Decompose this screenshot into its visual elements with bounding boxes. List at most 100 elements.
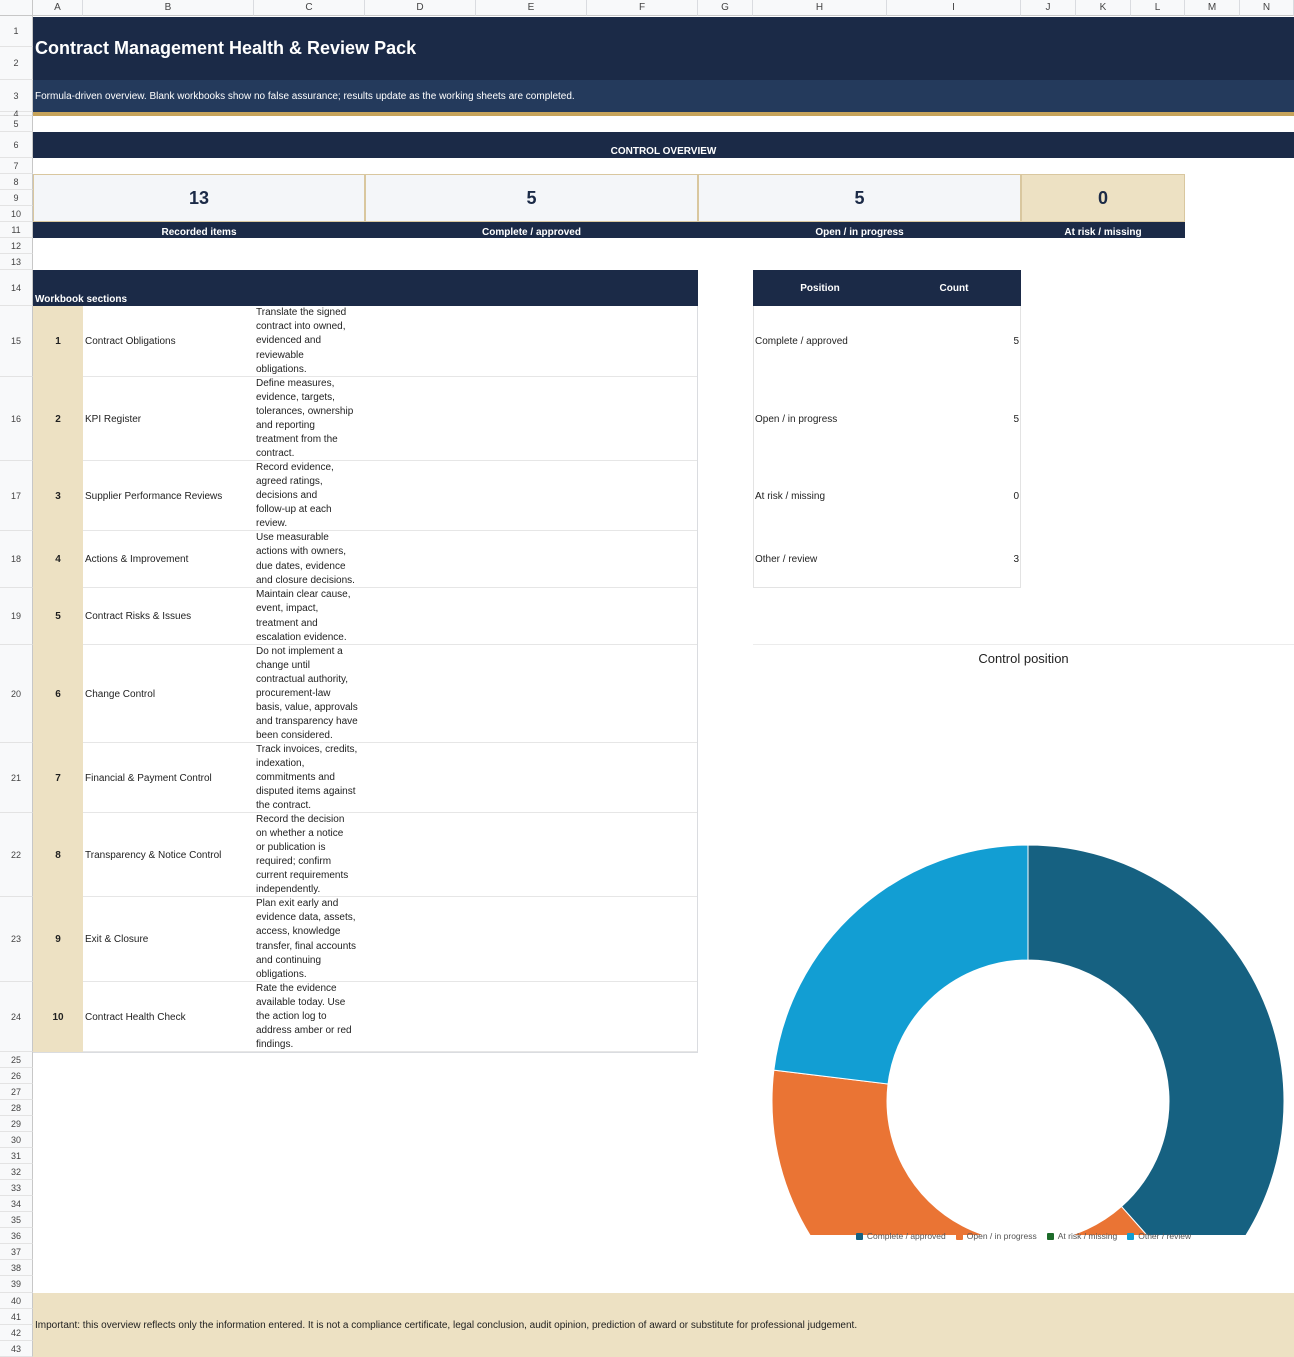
section-description: Rate the evidence available today. Use t… — [256, 982, 352, 1051]
row-header-29[interactable]: 29 — [0, 1116, 33, 1132]
section-description: Do not implement a change until contract… — [256, 645, 358, 742]
row-header-37[interactable]: 37 — [0, 1244, 33, 1260]
page-title: Contract Management Health & Review Pack — [33, 17, 1294, 80]
column-header-g[interactable]: G — [698, 0, 753, 16]
section-name[interactable]: Change Control — [85, 688, 156, 700]
row-header-18[interactable]: 18 — [0, 531, 33, 588]
page-subtitle: Formula-driven overview. Blank workbooks… — [33, 80, 1294, 112]
section-name[interactable]: Financial & Payment Control — [85, 772, 212, 784]
column-header-i[interactable]: I — [887, 0, 1021, 16]
row-header-7[interactable]: 7 — [0, 158, 33, 174]
row-header-12[interactable]: 12 — [0, 238, 33, 254]
column-header-b[interactable]: B — [83, 0, 254, 16]
kpi-open-value: 5 — [698, 174, 1021, 222]
section-description: Record the decision on whether a notice … — [256, 813, 349, 896]
section-name[interactable]: Supplier Performance Reviews — [85, 490, 223, 502]
column-header-j[interactable]: J — [1021, 0, 1076, 16]
row-header-40[interactable]: 40 — [0, 1293, 33, 1309]
row-header-1[interactable]: 1 — [0, 16, 33, 47]
row-header-30[interactable]: 30 — [0, 1132, 33, 1148]
section-number: 8 — [33, 813, 83, 897]
position-table-frame — [753, 306, 1021, 588]
row-header-5[interactable]: 5 — [0, 116, 33, 132]
row-header-14[interactable]: 14 — [0, 270, 33, 306]
row-header-2[interactable]: 2 — [0, 47, 33, 80]
row-header-9[interactable]: 9 — [0, 190, 33, 206]
row-header-36[interactable]: 36 — [0, 1228, 33, 1244]
column-header-k[interactable]: K — [1076, 0, 1131, 16]
donut-chart-svg — [771, 844, 1285, 1235]
position-count: 0 — [1013, 490, 1019, 502]
row-header-8[interactable]: 8 — [0, 174, 33, 190]
row-header-26[interactable]: 26 — [0, 1068, 33, 1084]
legend-swatch — [955, 1232, 963, 1240]
row-header-21[interactable]: 21 — [0, 743, 33, 813]
row-header-32[interactable]: 32 — [0, 1164, 33, 1180]
legend-item[interactable]: At risk / missing — [1046, 1231, 1117, 1241]
row-header-34[interactable]: 34 — [0, 1196, 33, 1212]
section-name[interactable]: Actions & Improvement — [85, 554, 189, 565]
legend-item[interactable]: Open / in progress — [955, 1231, 1037, 1241]
row-header-31[interactable]: 31 — [0, 1148, 33, 1164]
row-header-19[interactable]: 19 — [0, 588, 33, 645]
column-header-h[interactable]: H — [753, 0, 887, 16]
row-header-4[interactable]: 4 — [0, 109, 33, 119]
row-divider — [83, 742, 697, 743]
sheet-corner[interactable] — [0, 0, 33, 16]
column-header-c[interactable]: C — [254, 0, 365, 16]
section-name[interactable]: Contract Risks & Issues — [85, 611, 192, 622]
kpi-complete-label: Complete / approved — [365, 222, 698, 238]
column-header-e[interactable]: E — [476, 0, 587, 16]
row-header-23[interactable]: 23 — [0, 897, 33, 982]
row-header-43[interactable]: 43 — [0, 1341, 33, 1357]
row-header-6[interactable]: 6 — [0, 132, 33, 158]
column-header-n[interactable]: N — [1240, 0, 1294, 16]
column-header-m[interactable]: M — [1185, 0, 1240, 16]
row-header-3[interactable]: 3 — [0, 80, 33, 112]
row-header-25[interactable]: 25 — [0, 1052, 33, 1068]
kpi-at-risk-value: 0 — [1021, 174, 1185, 222]
row-divider — [83, 587, 697, 588]
section-description: Plan exit early and evidence data, asset… — [256, 898, 357, 980]
row-divider — [83, 896, 697, 897]
section-number: 10 — [33, 982, 83, 1052]
row-header-33[interactable]: 33 — [0, 1180, 33, 1196]
row-header-24[interactable]: 24 — [0, 982, 33, 1052]
kpi-recorded-items-label: Recorded items — [33, 222, 365, 238]
column-header-d[interactable]: D — [365, 0, 476, 16]
legend-label: Open / in progress — [966, 1231, 1037, 1241]
row-header-13[interactable]: 13 — [0, 254, 33, 270]
control-position-chart[interactable]: Control position Complete / approved Open… — [753, 644, 1294, 1259]
row-header-28[interactable]: 28 — [0, 1100, 33, 1116]
legend-label: Other / review — [1138, 1231, 1192, 1241]
section-name[interactable]: Contract Health Check — [85, 1011, 186, 1023]
row-header-20[interactable]: 20 — [0, 645, 33, 743]
row-header-35[interactable]: 35 — [0, 1212, 33, 1228]
row-header-42[interactable]: 42 — [0, 1325, 33, 1341]
column-header-a[interactable]: A — [33, 0, 83, 16]
kpi-recorded-items-value: 13 — [33, 174, 365, 222]
row-header-11[interactable]: 11 — [0, 222, 33, 238]
column-header-l[interactable]: L — [1131, 0, 1185, 16]
row-header-10[interactable]: 10 — [0, 206, 33, 222]
row-header-15[interactable]: 15 — [0, 306, 33, 377]
section-name[interactable]: KPI Register — [85, 413, 142, 425]
donut-slice-open-in-progress[interactable] — [771, 1069, 1198, 1235]
row-header-38[interactable]: 38 — [0, 1260, 33, 1276]
row-header-17[interactable]: 17 — [0, 461, 33, 531]
row-header-39[interactable]: 39 — [0, 1276, 33, 1293]
row-header-22[interactable]: 22 — [0, 813, 33, 897]
section-name[interactable]: Exit & Closure — [85, 934, 149, 945]
position-label: Complete / approved — [755, 336, 848, 347]
position-column-header: Position — [753, 270, 887, 306]
section-name[interactable]: Transparency & Notice Control — [85, 849, 222, 861]
row-header-41[interactable]: 41 — [0, 1309, 33, 1325]
row-header-16[interactable]: 16 — [0, 377, 33, 461]
row-header-27[interactable]: 27 — [0, 1084, 33, 1100]
column-header-f[interactable]: F — [587, 0, 698, 16]
donut-slice-complete-approved[interactable] — [1027, 844, 1285, 1235]
legend-item[interactable]: Other / review — [1127, 1231, 1191, 1241]
section-name[interactable]: Contract Obligations — [85, 336, 176, 347]
legend-item[interactable]: Complete / approved — [855, 1231, 946, 1241]
donut-slice-other-review[interactable] — [773, 844, 1029, 1085]
